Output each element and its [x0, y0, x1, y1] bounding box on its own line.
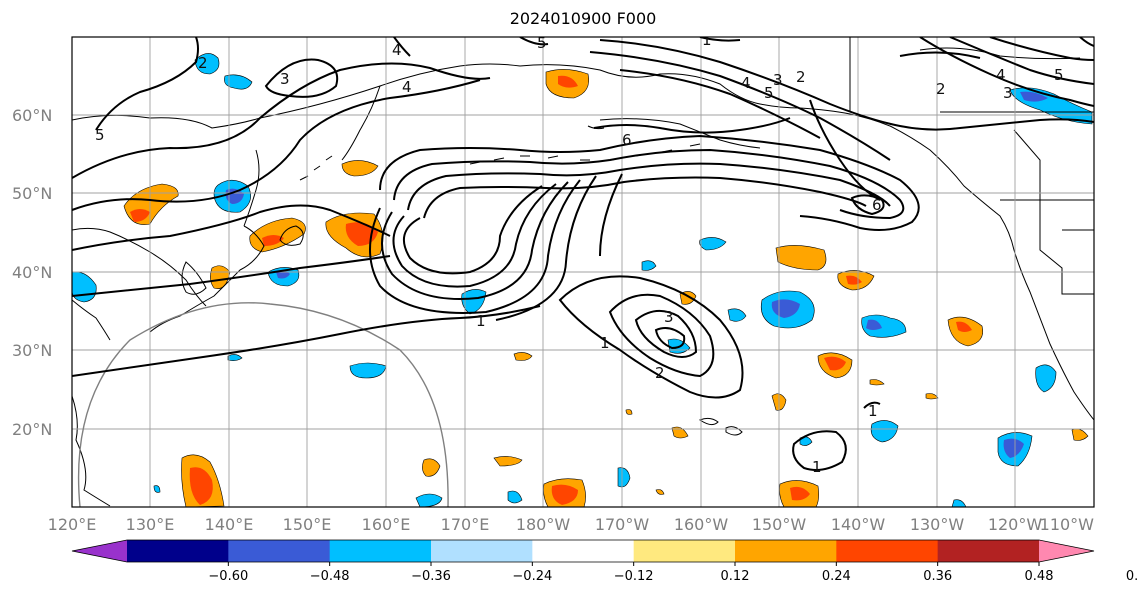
colorbar-outline: [71, 539, 1095, 563]
lon-label: 120°E: [48, 515, 97, 534]
contour-label: 4: [392, 41, 402, 59]
contour-label: 4: [402, 78, 412, 96]
map-frame: [71, 36, 1095, 508]
colorbar-tick-label: 0.36: [923, 569, 952, 584]
colorbar-segment: [836, 540, 939, 562]
lon-label: 120°W: [988, 515, 1043, 534]
lat-label: 30°N: [12, 341, 52, 360]
lon-label: 180°W: [516, 515, 571, 534]
colorbar-segment: [329, 540, 432, 562]
range-circle: [77, 302, 449, 507]
colorbar-segment: [532, 540, 635, 562]
contour-label: 1: [476, 312, 486, 330]
contour-label-group: 5 4 3 4 5 5 4 3 2 1 6 2 3 4 5 2 6 1 1 2 …: [95, 31, 1064, 476]
contour-label: 4: [741, 74, 751, 92]
contour-label: 5: [764, 84, 774, 102]
contour-label: 6: [622, 131, 632, 149]
contour-label: 2: [655, 364, 665, 382]
colorbar-tick-label: 0.60: [1126, 569, 1139, 584]
lon-label: 160°E: [362, 515, 411, 534]
longitude-labels: 120°E 130°E 140°E 150°E 160°E 170°E 180°…: [48, 515, 1095, 534]
colorbar-extend-high: [1039, 540, 1094, 562]
colorbar-tick-label: −0.24: [512, 569, 552, 584]
coastlines: [72, 37, 1094, 507]
contour-label: 2: [198, 54, 208, 72]
lon-label: 170°E: [441, 515, 490, 534]
colorbar-tick-label: 0.12: [721, 569, 750, 584]
lon-label: 140°E: [205, 515, 254, 534]
lon-label: 160°W: [674, 515, 729, 534]
lat-label: 20°N: [12, 420, 52, 439]
colorbar-segment: [735, 540, 837, 562]
colorbar-extend-low: [72, 540, 127, 562]
contour-label: 5: [537, 34, 547, 52]
contour-label: 4: [996, 66, 1006, 84]
colorbar-tick-label: −0.48: [310, 569, 350, 584]
lat-label: 40°N: [12, 263, 52, 282]
colorbar-tick-label: 0.48: [1025, 569, 1054, 584]
contour-label: 6: [872, 196, 882, 214]
lat-label: 50°N: [12, 184, 52, 203]
lon-label: 110°W: [1040, 515, 1095, 534]
contour-label: 1: [600, 334, 610, 352]
colorbar: −0.60 −0.48 −0.36 −0.24 −0.12 0.12 0.24 0.36 0.4…: [71, 539, 1139, 584]
contour-label: 3: [664, 308, 674, 326]
lon-label: 150°E: [283, 515, 332, 534]
contour-label: 3: [1003, 84, 1013, 102]
colorbar-segment: [937, 540, 1040, 562]
lat-label: 60°N: [12, 106, 52, 125]
colorbar-segment: [633, 540, 736, 562]
latitude-labels: 60°N 50°N 40°N 30°N 20°N: [12, 106, 52, 439]
contour-label: 1: [702, 31, 712, 49]
lon-label: 140°W: [831, 515, 886, 534]
map-title: 2024010900 F000: [509, 9, 657, 28]
colorbar-segment: [431, 540, 533, 562]
lon-label: 150°W: [752, 515, 807, 534]
contour-label: 1: [812, 458, 822, 476]
colorbar-tick-label: 0.24: [822, 569, 851, 584]
colorbar-segment: [127, 540, 229, 562]
colorbar-tick-label: −0.36: [411, 569, 451, 584]
colorbar-tick-label: −0.12: [614, 569, 654, 584]
lon-label: 170°W: [595, 515, 650, 534]
colorbar-tick-label: −0.60: [208, 569, 248, 584]
contour-label: 1: [868, 402, 878, 420]
contour-label: 5: [95, 126, 105, 144]
contour-label: 3: [773, 71, 783, 89]
contour-lines: [72, 37, 1094, 471]
contour-label: 3: [280, 70, 290, 88]
lon-label: 130°E: [126, 515, 175, 534]
contour-label: 5: [1054, 66, 1064, 84]
graticule: [72, 37, 1094, 507]
lon-label: 130°W: [910, 515, 965, 534]
contour-label: 2: [936, 80, 946, 98]
contour-label: 2: [796, 68, 806, 86]
colorbar-segment: [228, 540, 331, 562]
